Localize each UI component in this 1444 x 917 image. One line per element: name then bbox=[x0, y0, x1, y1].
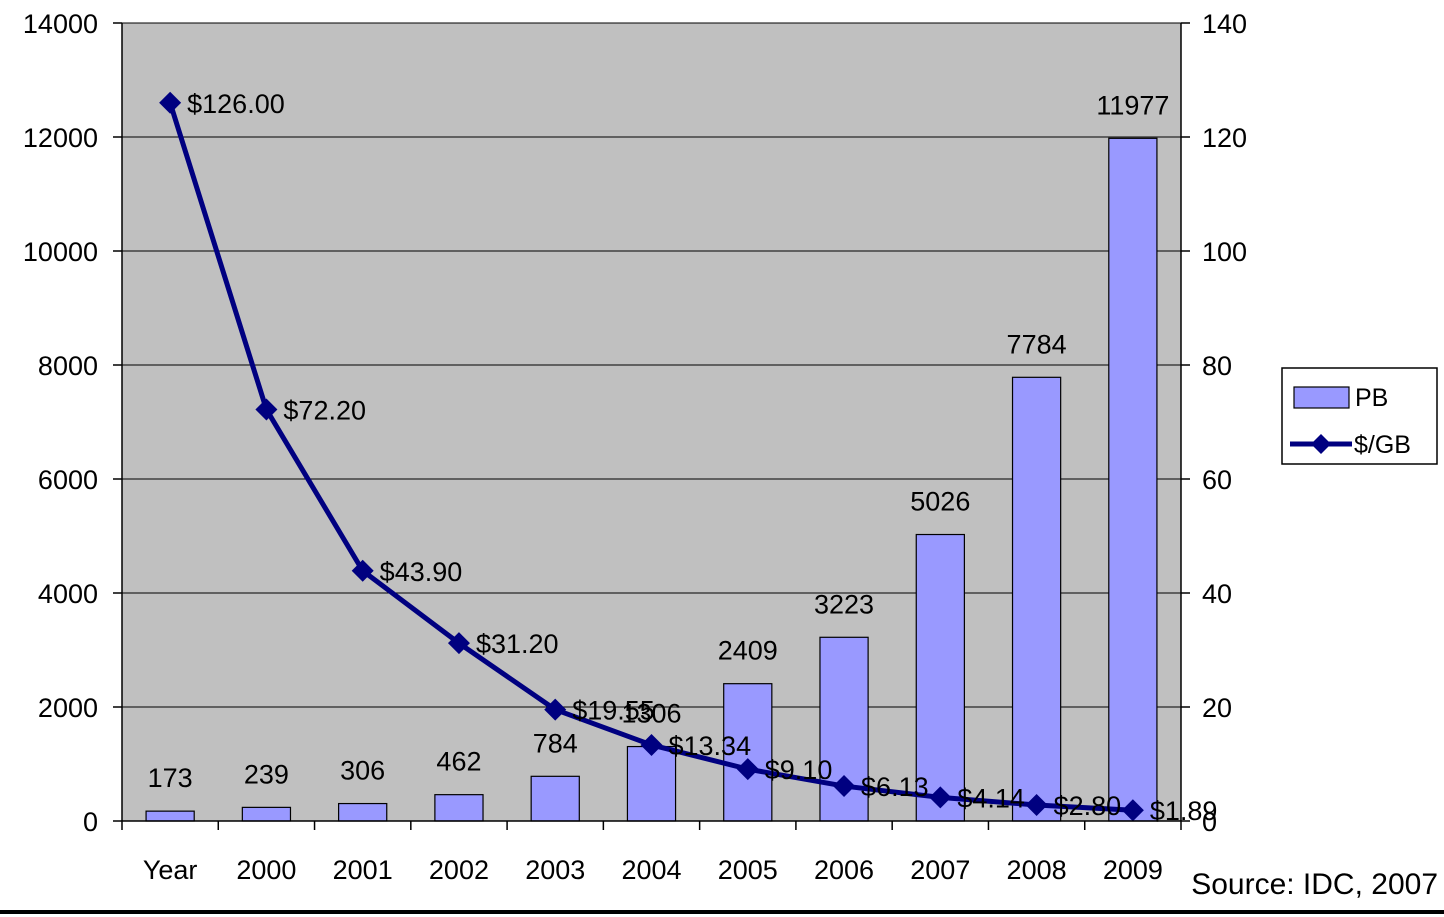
line-value-label: $9.10 bbox=[765, 755, 833, 785]
x-tick-label: 2006 bbox=[814, 855, 874, 885]
bottom-rule bbox=[0, 910, 1444, 914]
left-tick-label: 2000 bbox=[38, 693, 98, 723]
line-value-label: $126.00 bbox=[187, 89, 285, 119]
bar-value-label: 173 bbox=[148, 763, 193, 793]
line-value-label: $13.34 bbox=[669, 731, 752, 761]
bar-value-label: 11977 bbox=[1096, 90, 1169, 120]
left-tick-label: 14000 bbox=[23, 9, 98, 39]
x-tick-label: 2002 bbox=[429, 855, 489, 885]
right-tick-label: 140 bbox=[1202, 9, 1247, 39]
legend-box bbox=[1281, 367, 1438, 465]
left-tick-label: 8000 bbox=[38, 351, 98, 381]
line-value-label: $1.89 bbox=[1150, 796, 1218, 826]
bar bbox=[530, 775, 580, 822]
line-marker bbox=[640, 733, 663, 756]
bar-value-label: 462 bbox=[436, 747, 481, 777]
line-value-label: $2.80 bbox=[1054, 791, 1122, 821]
bar bbox=[1011, 376, 1062, 822]
source-note: Source: IDC, 2007 bbox=[1191, 868, 1438, 901]
line-value-label: $4.14 bbox=[957, 783, 1025, 813]
bar bbox=[145, 810, 195, 822]
bar-value-label: 2409 bbox=[718, 636, 778, 666]
line-value-label: $72.20 bbox=[283, 395, 366, 425]
line-marker bbox=[255, 398, 278, 421]
bar-value-label: 306 bbox=[340, 756, 385, 786]
line-marker bbox=[1121, 799, 1144, 822]
line-value-label: $31.20 bbox=[476, 629, 559, 659]
axes: 0 2000 4000 6000 8000 10000 12000 14000 0 20 40 60 8… bbox=[23, 9, 1247, 885]
left-tick-label: 12000 bbox=[23, 123, 98, 153]
x-tick-label: 2008 bbox=[1007, 855, 1067, 885]
line-marker bbox=[544, 698, 567, 721]
line-marker bbox=[447, 632, 470, 655]
x-tick-label: 2001 bbox=[333, 855, 393, 885]
x-tick-label: 2003 bbox=[525, 855, 585, 885]
x-tick-label: 2000 bbox=[236, 855, 296, 885]
legend-label-bar: PB bbox=[1355, 384, 1388, 412]
data-labels: 173 239 306 462 784 1306 2409 3223 5026 7784 11977… bbox=[148, 89, 1218, 826]
line-value-label: $19.55 bbox=[572, 696, 655, 726]
plot-area bbox=[122, 23, 1181, 821]
right-tick-label: 60 bbox=[1202, 465, 1232, 495]
legend-swatch-bar bbox=[1293, 386, 1350, 409]
line-value-label: $6.13 bbox=[861, 772, 929, 802]
x-tick-label: 2005 bbox=[718, 855, 778, 885]
bar-value-label: 784 bbox=[533, 728, 578, 758]
x-tick-label: 2007 bbox=[910, 855, 970, 885]
line-marker bbox=[351, 559, 374, 582]
left-tick-label: 10000 bbox=[23, 237, 98, 267]
bar-value-label: 7784 bbox=[1007, 329, 1067, 359]
bar-value-label: 1306 bbox=[621, 699, 681, 729]
bar bbox=[1108, 137, 1158, 822]
right-tick-label: 80 bbox=[1202, 351, 1232, 381]
bar-value-label: 239 bbox=[244, 759, 289, 789]
bar bbox=[434, 794, 484, 822]
line-marker bbox=[159, 91, 182, 114]
bar bbox=[723, 683, 773, 822]
right-tick-label: 20 bbox=[1202, 693, 1232, 723]
line-series bbox=[159, 91, 1144, 822]
bar bbox=[241, 806, 292, 822]
gridlines bbox=[122, 22, 1181, 708]
right-tick-label: 120 bbox=[1202, 123, 1247, 153]
line-value-label: $43.90 bbox=[380, 557, 463, 587]
right-tick-label: 0 bbox=[1202, 807, 1217, 837]
left-tick-label: 6000 bbox=[38, 465, 98, 495]
left-tick-label: 4000 bbox=[38, 579, 98, 609]
legend: PB $/GB bbox=[1281, 367, 1438, 465]
bar bbox=[338, 802, 388, 822]
legend-marker bbox=[1311, 434, 1331, 454]
line-marker bbox=[736, 758, 759, 781]
right-tick-label: 40 bbox=[1202, 579, 1232, 609]
bar-value-label: 5026 bbox=[910, 487, 970, 517]
left-tick-label: 0 bbox=[83, 807, 98, 837]
x-tick-label: 2004 bbox=[621, 855, 681, 885]
line-marker bbox=[833, 775, 856, 798]
bar-value-label: 3223 bbox=[814, 589, 874, 619]
line-marker bbox=[1025, 794, 1048, 817]
x-tick-label: Year bbox=[143, 855, 198, 885]
legend-label-line: $/GB bbox=[1354, 431, 1411, 459]
line-marker bbox=[929, 786, 952, 809]
bar bbox=[915, 533, 965, 822]
right-tick-label: 100 bbox=[1202, 237, 1247, 267]
x-tick-label: 2009 bbox=[1103, 855, 1163, 885]
